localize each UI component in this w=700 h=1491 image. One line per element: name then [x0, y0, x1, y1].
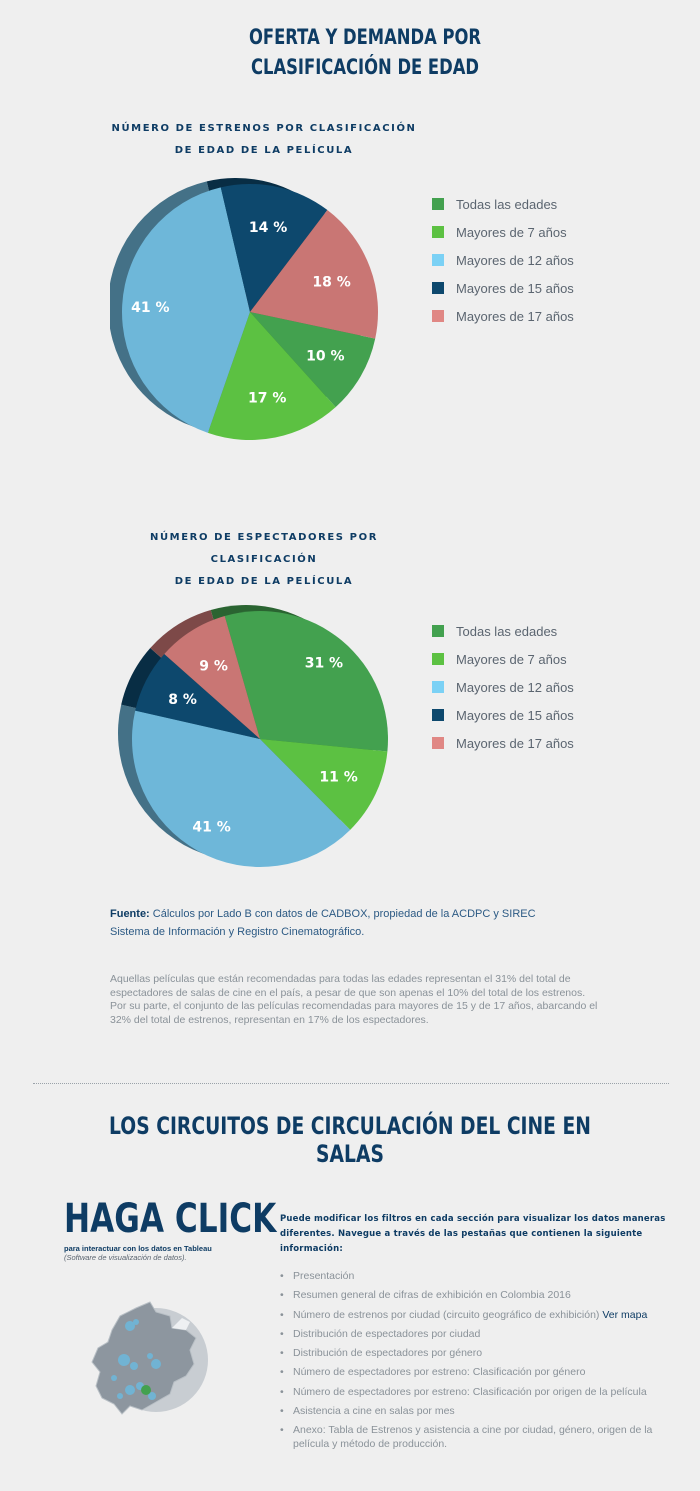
legend-item: Mayores de 7 años — [432, 645, 574, 673]
tab-content-item-text: Asistencia a cine en salas por mes — [293, 1405, 455, 1418]
legend-item: Mayores de 17 años — [432, 302, 574, 330]
pie-slice[interactable] — [260, 739, 388, 830]
haga-sub-line1: para interactuar con los datos en Tablea… — [64, 1244, 212, 1253]
tab-content-item: Presentación — [280, 1270, 670, 1284]
legend-item: Mayores de 12 años — [432, 246, 574, 274]
legend-item: Mayores de 12 años — [432, 673, 574, 701]
section-title: LOS CIRCUITOS DE CIRCULACIÓN DEL CINE EN… — [109, 1112, 591, 1168]
analysis-paragraph: Aquellas películas que están recomendada… — [110, 973, 598, 1026]
legend-label: Mayores de 12 años — [456, 679, 574, 695]
legend-label: Mayores de 15 años — [456, 707, 574, 723]
pie-data-label: 8 % — [168, 692, 197, 708]
section-divider — [33, 1083, 669, 1084]
legend-label: Mayores de 7 años — [456, 651, 567, 667]
pie-data-label: 18 % — [312, 275, 350, 291]
tab-content-item: Asistencia a cine en salas por mes — [280, 1405, 670, 1419]
tab-content-item: Número de estrenos por ciudad (circuito … — [280, 1309, 670, 1323]
legend-swatch — [432, 737, 444, 749]
haga-click-link[interactable]: HAGA CLICK — [64, 1196, 277, 1242]
tab-content-item-text: Número de espectadores por estreno: Clas… — [293, 1385, 647, 1398]
tab-content-item-text: Resumen general de cifras de exhibición … — [293, 1289, 571, 1302]
pie-data-label: 14 % — [249, 220, 287, 236]
tab-content-item: Número de espectadores por estreno: Clas… — [280, 1366, 670, 1380]
legend-item: Todas las edades — [432, 617, 574, 645]
legend-item: Todas las edades — [432, 190, 574, 218]
legend-label: Mayores de 15 años — [456, 280, 574, 296]
tab-content-item-text: Número de espectadores por estreno: Clas… — [293, 1366, 586, 1379]
pie-slice[interactable] — [224, 611, 388, 752]
tab-content-item: Resumen general de cifras de exhibición … — [280, 1289, 670, 1303]
tab-content-item-text: Anexo: Tabla de Estrenos y asistencia a … — [293, 1424, 653, 1450]
pie-slice[interactable] — [132, 710, 351, 867]
pie-data-label: 41 % — [192, 819, 230, 835]
tab-content-item: Anexo: Tabla de Estrenos y asistencia a … — [280, 1424, 670, 1451]
instructions-intro: Puede modificar los filtros en cada secc… — [280, 1214, 666, 1254]
haga-sub-line2: (Software de visualización de datos). — [64, 1253, 187, 1262]
source-label: Fuente: — [110, 908, 150, 920]
chart2-pie: 31 % 11 % 41 % 8 % 9 % — [117, 605, 388, 867]
pie-slice[interactable] — [250, 312, 376, 408]
legend-swatch — [432, 254, 444, 266]
legend-item: Mayores de 15 años — [432, 701, 574, 729]
legend-swatch — [432, 681, 444, 693]
page-title-line2: CLASIFICACIÓN DE EDAD — [250, 55, 480, 79]
tab-content-item-text: Distribución de espectadores por género — [293, 1347, 483, 1360]
legend-swatch — [432, 282, 444, 294]
pie-data-label: 17 % — [248, 390, 286, 406]
chart1-title-line2: DE EDAD DE LA PELÍCULA — [174, 145, 354, 156]
pie-slice[interactable] — [135, 654, 260, 739]
chart2-title-line2: DE EDAD DE LA PELÍCULA — [174, 576, 354, 587]
source-text-2: Sistema de Información y Registro Cinema… — [110, 926, 365, 938]
chart2-title-line1: NÚMERO DE ESPECTADORES POR CLASIFICACIÓN — [149, 532, 379, 565]
chart2-legend: Todas las edades Mayores de 7 años Mayores… — [432, 617, 574, 757]
legend-label: Mayores de 17 años — [456, 735, 574, 751]
pie-slice[interactable] — [220, 184, 328, 312]
legend-label: Todas las edades — [456, 196, 558, 212]
chart1-pie: 10 % 17 % 41 % 14 % 18 % — [110, 178, 378, 441]
legend-label: Mayores de 17 años — [456, 308, 574, 324]
chart1-legend: Todas las edades Mayores de 7 años Mayores… — [432, 190, 574, 330]
tab-content-item-text: Distribución de espectadores por ciudad — [293, 1327, 481, 1340]
pie-data-label: 41 % — [131, 300, 169, 316]
legend-label: Mayores de 12 años — [456, 252, 574, 268]
chart2-title: NÚMERO DE ESPECTADORES POR CLASIFICACIÓN… — [104, 527, 424, 593]
legend-label: Todas las edades — [456, 623, 558, 639]
legend-item: Mayores de 17 años — [432, 729, 574, 757]
tab-content-item: Distribución de espectadores por ciudad — [280, 1328, 670, 1342]
haga-click-subtitle: para interactuar con los datos en Tablea… — [64, 1244, 212, 1262]
colombia-map-icon[interactable] — [78, 1298, 213, 1423]
pie-slice[interactable] — [121, 187, 250, 433]
legend-swatch — [432, 709, 444, 721]
tab-content-item: Distribución de espectadores por género — [280, 1347, 670, 1361]
pie-slice[interactable] — [207, 312, 336, 441]
pie-data-label: 9 % — [199, 658, 228, 674]
legend-swatch — [432, 310, 444, 322]
tab-content-item: Número de espectadores por estreno: Clas… — [280, 1386, 670, 1400]
page-title-line1: OFERTA Y DEMANDA POR — [248, 25, 482, 49]
legend-item: Mayores de 15 años — [432, 274, 574, 302]
pie-data-label: 10 % — [306, 349, 344, 365]
tab-content-list: Presentación Resumen general de cifras de… — [280, 1270, 670, 1457]
source-note: Fuente: Cálculos por Lado B con datos de… — [110, 905, 630, 941]
source-text: Cálculos por Lado B con datos de CADBOX,… — [149, 908, 536, 920]
legend-item: Mayores de 7 años — [432, 218, 574, 246]
tab-content-item-text: Número de estrenos por ciudad (circuito … — [293, 1308, 600, 1321]
pie-data-label: 11 % — [319, 769, 357, 785]
pie-slice[interactable] — [164, 615, 260, 739]
pie-slice[interactable] — [250, 210, 378, 339]
page-title: OFERTA Y DEMANDA POR CLASIFICACIÓN DE ED… — [80, 22, 649, 82]
tab-content-item-text: Presentación — [293, 1270, 355, 1282]
chart1-title: NÚMERO DE ESTRENOS POR CLASIFICACIÓN DE … — [104, 118, 424, 162]
chart1-title-line1: NÚMERO DE ESTRENOS POR CLASIFICACIÓN — [111, 123, 417, 134]
pie-data-label: 31 % — [305, 655, 343, 671]
legend-swatch — [432, 226, 444, 238]
ver-mapa-link[interactable]: Ver mapa — [602, 1308, 648, 1321]
legend-swatch — [432, 625, 444, 637]
legend-label: Mayores de 7 años — [456, 224, 567, 240]
legend-swatch — [432, 653, 444, 665]
legend-swatch — [432, 198, 444, 210]
